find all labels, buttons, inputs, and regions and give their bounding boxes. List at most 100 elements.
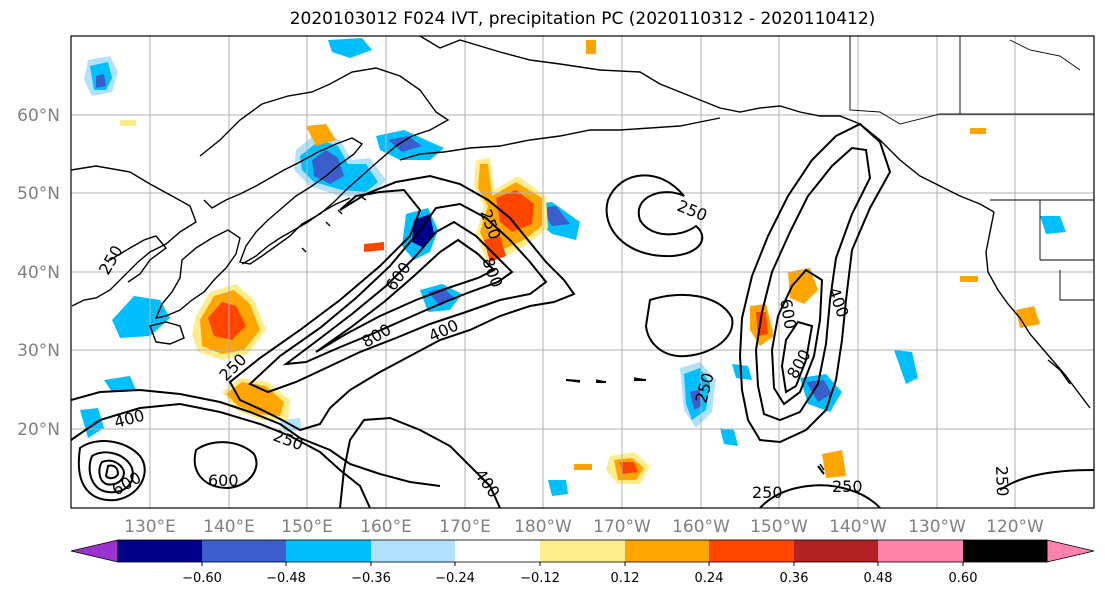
precip-patch (306, 124, 336, 146)
lon-label: 170°W (593, 517, 651, 537)
colorbar-segment (878, 540, 963, 562)
latitude-labels: 60°N 50°N 40°N 30°N 20°N (17, 106, 60, 440)
coastline-kamchatka (199, 67, 450, 265)
contour-label: 250 (832, 477, 863, 496)
precip-patch (620, 462, 638, 474)
colorbar-segment (625, 540, 709, 562)
colorbar-segment (540, 540, 625, 562)
lat-label: 40°N (17, 263, 60, 283)
precip-patch (806, 380, 832, 402)
lon-label: 150°W (750, 517, 808, 537)
precip-patch (484, 236, 506, 262)
lon-label: 150°E (281, 517, 333, 537)
contour-800-typhoon-c (104, 464, 120, 480)
contour-label: 250 (992, 465, 1012, 496)
contour-label: 250 (752, 483, 783, 502)
precip-patch (732, 364, 752, 380)
coastline-japan-south (149, 321, 185, 345)
precip-patch (104, 376, 136, 392)
colorbar-segment (371, 540, 455, 562)
colorbar-extend-low (70, 539, 119, 563)
precip-anomaly-shading (80, 38, 1066, 496)
colorbar: −0.60 −0.48 −0.36 −0.24 −0.12 0.12 0.24 … (70, 539, 1095, 586)
precip-patch (540, 206, 570, 226)
contour-400-east (754, 146, 872, 422)
precip-patch (388, 136, 422, 152)
contour-label: 400 (112, 406, 146, 432)
lon-label: 130°W (908, 517, 966, 537)
coastline-baja (1047, 359, 1071, 385)
colorbar-tick-label: 0.48 (864, 571, 893, 586)
colorbar-segment (455, 540, 540, 562)
precip-patch (720, 428, 738, 446)
precip-patch (970, 128, 986, 134)
colorbar-segment (794, 540, 878, 562)
coastline-na-west (985, 211, 1091, 409)
contour-label: 250 (675, 196, 710, 225)
colorbar-tick-label: −0.24 (435, 571, 475, 586)
lat-label: 60°N (17, 106, 60, 126)
precip-patch (894, 350, 918, 384)
contour-250-south (71, 388, 441, 487)
contour-label: 600 (208, 471, 239, 490)
contour-label: 600 (776, 297, 800, 330)
lon-label: 130°E (124, 517, 176, 537)
contour-800-typhoon-b (98, 459, 126, 486)
lat-label: 30°N (17, 341, 60, 361)
contour-800-kuroshio (315, 238, 496, 353)
contour-250-loop (644, 293, 734, 358)
ivt-contours (71, 122, 1094, 508)
contour-400-south (71, 402, 371, 508)
colorbar-segment (202, 540, 286, 562)
precip-patch (96, 74, 106, 88)
contour-label: 400 (426, 315, 462, 345)
lon-label: 120°W (986, 517, 1044, 537)
coastline-japan (154, 229, 241, 319)
lon-label: 140°W (829, 517, 887, 537)
contour-250-ne (999, 469, 1094, 491)
coastline-asia-east (109, 235, 168, 283)
contour-600-south (193, 441, 258, 490)
colorbar-tick-label: −0.12 (520, 571, 560, 586)
contour-250-low (605, 174, 704, 258)
colorbar-outline (117, 539, 1048, 563)
precip-patch (208, 302, 246, 340)
contour-600-typhoon (77, 440, 146, 502)
contour-250-east (738, 122, 892, 444)
precip-patch (364, 242, 384, 252)
country-borders (849, 36, 1094, 301)
precip-patch (496, 190, 534, 232)
contour-small (565, 379, 825, 475)
colorbar-tick-label: −0.60 (182, 571, 222, 586)
coastline-aleutians (399, 117, 721, 161)
precip-patch (690, 390, 702, 410)
colorbar-tick-label: 0.60 (949, 571, 978, 586)
map-title: 2020103012 F024 IVT, precipitation PC (2… (289, 9, 876, 29)
colorbar-segment (709, 540, 794, 562)
coastline-alaska (419, 36, 995, 213)
contour-400-kuroshio (248, 202, 548, 394)
precip-patch (788, 268, 818, 304)
contour-600-east (770, 268, 824, 406)
contour-250-tail (339, 416, 501, 508)
coastline-asia (71, 165, 197, 307)
colorbar-segment (118, 540, 202, 562)
lon-label: 170°E (439, 517, 491, 537)
precip-patch (312, 150, 344, 184)
precip-patch (120, 120, 136, 126)
colorbar-segment (286, 540, 371, 562)
lon-label: 140°E (203, 517, 255, 537)
colorbar-tick-label: −0.36 (351, 571, 391, 586)
precip-patch (574, 464, 592, 470)
contour-label: 800 (478, 255, 506, 290)
lon-label: 160°E (360, 517, 412, 537)
contour-label: 600 (382, 258, 415, 294)
contour-label: 250 (95, 242, 127, 278)
lat-label: 50°N (17, 184, 60, 204)
precip-patch (112, 296, 170, 338)
lon-label: 160°W (672, 517, 730, 537)
colorbar-tick-label: −0.48 (266, 571, 306, 586)
contour-250-kuroshio (228, 174, 576, 432)
contour-label: 600 (109, 468, 145, 500)
